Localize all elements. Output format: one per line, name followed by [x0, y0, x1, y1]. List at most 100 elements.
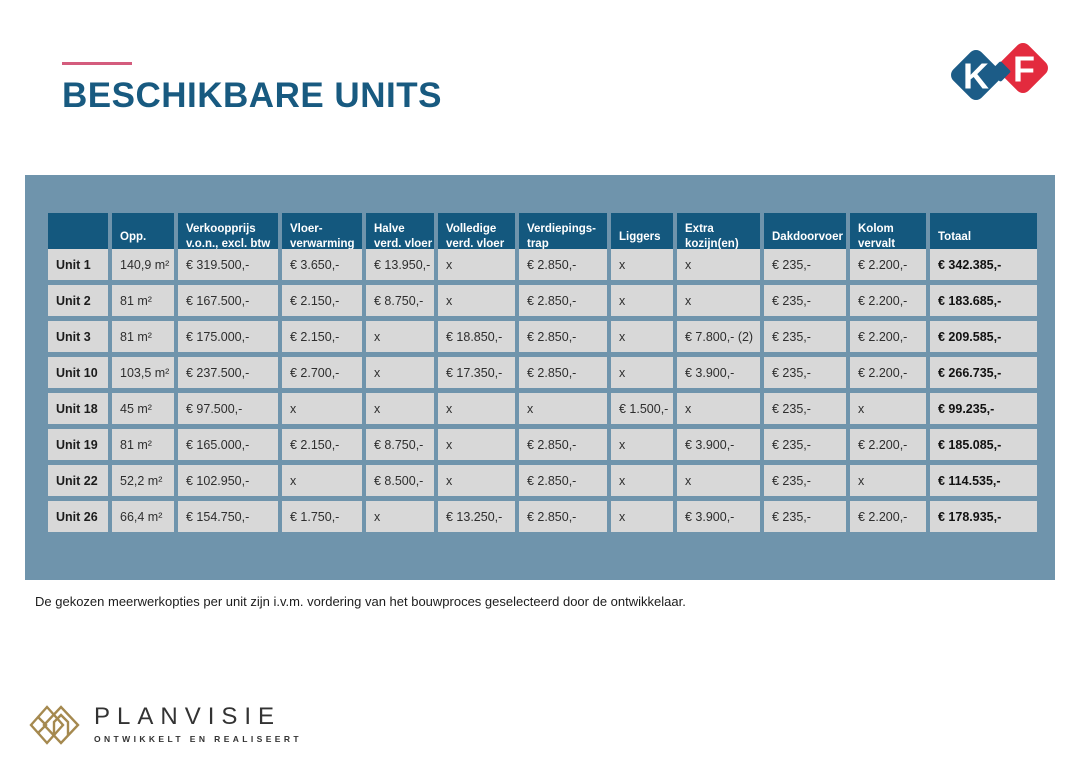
- table-cell: € 1.500,-: [611, 393, 673, 424]
- table-cell: € 154.750,-: [178, 501, 278, 532]
- table-cell: € 8.500,-: [366, 465, 434, 496]
- table-cell: x: [438, 393, 515, 424]
- table-cell: x: [282, 465, 362, 496]
- unit-name-cell: Unit 2: [48, 285, 108, 316]
- table-cell: € 235,-: [764, 465, 846, 496]
- table-cell: € 17.350,-: [438, 357, 515, 388]
- unit-name-cell: Unit 18: [48, 393, 108, 424]
- table-cell: x: [366, 357, 434, 388]
- table-cell: € 2.700,-: [282, 357, 362, 388]
- total-cell: € 178.935,-: [930, 501, 1037, 532]
- table-cell: x: [677, 285, 760, 316]
- unit-name-cell: Unit 22: [48, 465, 108, 496]
- table-cell: € 2.200,-: [850, 321, 926, 352]
- table-cell: x: [611, 429, 673, 460]
- table-cell: x: [438, 285, 515, 316]
- table-cell: € 2.200,-: [850, 249, 926, 280]
- table-cell: x: [677, 465, 760, 496]
- table-cell: € 102.950,-: [178, 465, 278, 496]
- kf-logo: K F: [945, 30, 1057, 118]
- table-cell: x: [438, 249, 515, 280]
- table-cell: € 235,-: [764, 393, 846, 424]
- planvisie-logo-icon: [29, 705, 80, 745]
- unit-name-cell: Unit 10: [48, 357, 108, 388]
- planvisie-tagline: ONTWIKKELT EN REALISEERT: [94, 734, 302, 745]
- unit-name-cell: Unit 19: [48, 429, 108, 460]
- table-cell: € 235,-: [764, 321, 846, 352]
- table-cell: x: [519, 393, 607, 424]
- table-cell: 52,2 m²: [112, 465, 174, 496]
- table-cell: 140,9 m²: [112, 249, 174, 280]
- table-cell: € 2.850,-: [519, 501, 607, 532]
- table-cell: € 235,-: [764, 357, 846, 388]
- table-cell: € 18.850,-: [438, 321, 515, 352]
- units-panel: Opp. Verkoopprijs v.o.n., excl. btw Vloer-…: [25, 175, 1055, 580]
- table-cell: € 2.850,-: [519, 321, 607, 352]
- table-cell: € 2.850,-: [519, 429, 607, 460]
- table-cell: € 2.150,-: [282, 321, 362, 352]
- table-cell: € 8.750,-: [366, 429, 434, 460]
- unit-name-cell: Unit 1: [48, 249, 108, 280]
- table-cell: x: [366, 393, 434, 424]
- planvisie-brand: PLANVISIE ONTWIKKELT EN REALISEERT: [28, 698, 302, 750]
- table-cell: € 2.200,-: [850, 429, 926, 460]
- table-cell: € 7.800,- (2): [677, 321, 760, 352]
- table-cell: € 235,-: [764, 501, 846, 532]
- total-cell: € 209.585,-: [930, 321, 1037, 352]
- table-cell: € 167.500,-: [178, 285, 278, 316]
- kf-logo-icon: K F: [951, 43, 1048, 100]
- table-cell: x: [677, 393, 760, 424]
- table-cell: 45 m²: [112, 393, 174, 424]
- table-cell: € 3.900,-: [677, 501, 760, 532]
- total-cell: € 99.235,-: [930, 393, 1037, 424]
- table-cell: € 235,-: [764, 285, 846, 316]
- table-cell: x: [611, 501, 673, 532]
- table-cell: 81 m²: [112, 321, 174, 352]
- table-cell: € 3.900,-: [677, 429, 760, 460]
- table-cell: € 2.200,-: [850, 285, 926, 316]
- table-cell: x: [611, 357, 673, 388]
- table-cell: x: [611, 465, 673, 496]
- table-cell: € 97.500,-: [178, 393, 278, 424]
- accent-line: [62, 62, 132, 65]
- table-cell: € 2.150,-: [282, 429, 362, 460]
- table-cell: x: [611, 321, 673, 352]
- page-title: BESCHIKBARE UNITS: [62, 76, 442, 115]
- table-cell: € 2.200,-: [850, 501, 926, 532]
- table-cell: € 165.000,-: [178, 429, 278, 460]
- table-cell: 81 m²: [112, 285, 174, 316]
- svg-text:K: K: [963, 56, 989, 97]
- table-cell: x: [850, 465, 926, 496]
- total-cell: € 114.535,-: [930, 465, 1037, 496]
- title-block: BESCHIKBARE UNITS: [62, 62, 442, 116]
- table-cell: € 2.850,-: [519, 249, 607, 280]
- footnote: De gekozen meerwerkopties per unit zijn …: [35, 594, 686, 609]
- total-cell: € 183.685,-: [930, 285, 1037, 316]
- table-cell: x: [366, 321, 434, 352]
- table-cell: x: [611, 285, 673, 316]
- table-cell: x: [366, 501, 434, 532]
- table-cell: € 319.500,-: [178, 249, 278, 280]
- table-cell: x: [438, 465, 515, 496]
- table-cell: € 1.750,-: [282, 501, 362, 532]
- total-cell: € 342.385,-: [930, 249, 1037, 280]
- table-cell: 66,4 m²: [112, 501, 174, 532]
- table-cell: € 3.900,-: [677, 357, 760, 388]
- planvisie-name: PLANVISIE: [94, 702, 282, 730]
- table-cell: € 2.200,-: [850, 357, 926, 388]
- table-cell: € 13.950,-: [366, 249, 434, 280]
- table-cell: € 237.500,-: [178, 357, 278, 388]
- table-cell: x: [611, 249, 673, 280]
- table-cell: € 2.850,-: [519, 285, 607, 316]
- table-cell: € 2.850,-: [519, 357, 607, 388]
- table-cell: 103,5 m²: [112, 357, 174, 388]
- table-cell: € 2.150,-: [282, 285, 362, 316]
- unit-name-cell: Unit 26: [48, 501, 108, 532]
- table-cell: 81 m²: [112, 429, 174, 460]
- total-cell: € 185.085,-: [930, 429, 1037, 460]
- table-cell: € 2.850,-: [519, 465, 607, 496]
- table-cell: x: [438, 429, 515, 460]
- planvisie-text: PLANVISIE ONTWIKKELT EN REALISEERT: [94, 702, 302, 745]
- total-cell: € 266.735,-: [930, 357, 1037, 388]
